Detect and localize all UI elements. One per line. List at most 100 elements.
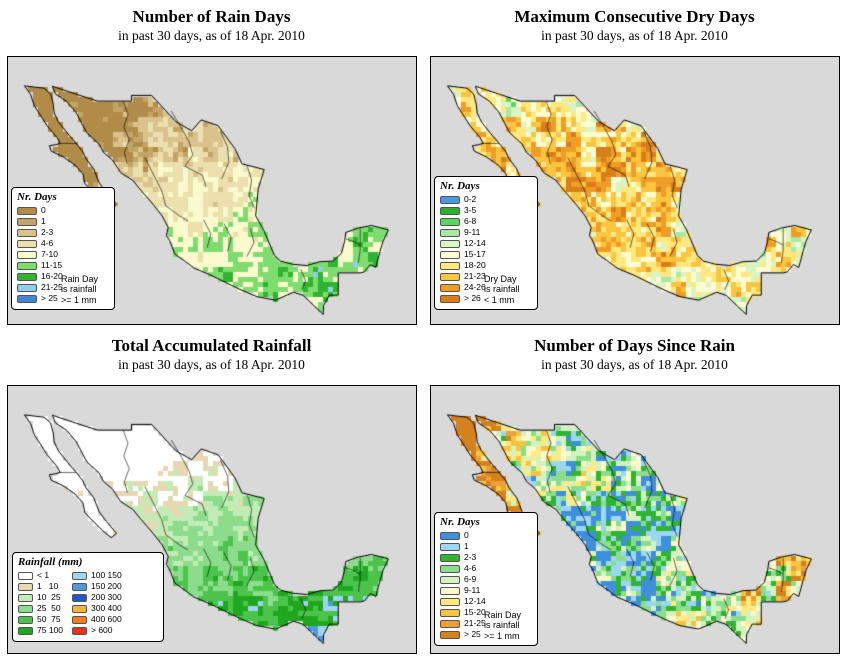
legend-note-line: < 1 mm	[484, 294, 515, 305]
color-swatch	[440, 575, 460, 584]
legend-item: 0	[17, 206, 63, 215]
color-swatch	[18, 571, 33, 580]
legend-label: 200 300	[91, 592, 122, 602]
legend-label: 15-20	[464, 607, 486, 617]
legend-label: 0	[464, 530, 469, 540]
panel-subtitle: in past 30 days, as of 18 Apr. 2010	[118, 357, 305, 372]
legend-label: 4-6	[464, 563, 477, 573]
legend-note-line: >= 1 mm	[61, 294, 97, 305]
legend-dry-days: Nr. Days 0-2 3-5 6-8 9-11 12-14 15-17 18-20 21-…	[434, 176, 538, 310]
legend-label: 21-25	[41, 282, 63, 292]
legend-item: 200 300	[72, 593, 122, 602]
legend-label: 6-8	[464, 216, 477, 226]
legend-label: > 26	[464, 293, 481, 303]
legend-item: > 25	[17, 294, 63, 303]
legend-title: Nr. Days	[440, 180, 480, 192]
legend-label: 300 400	[91, 603, 122, 613]
color-swatch	[17, 294, 37, 303]
color-swatch	[440, 261, 460, 270]
legend-item: > 26	[440, 294, 486, 303]
legend-item: 6-9	[440, 575, 486, 584]
legend-note: Dry Day is rainfall < 1 mm	[484, 274, 534, 306]
legend-item: > 600	[72, 626, 122, 635]
legend-item: 25 50	[18, 604, 63, 613]
legend-label: 12-14	[464, 238, 486, 248]
legend-note-line: is rainfall	[61, 284, 97, 294]
legend-label: 16-20	[41, 271, 63, 281]
color-swatch	[17, 206, 37, 215]
legend-item: 400 600	[72, 615, 122, 624]
legend-item: 1 10	[18, 582, 63, 591]
panel-subtitle: in past 30 days, as of 18 Apr. 2010	[541, 28, 728, 43]
page-title: Maximum Consecutive Dry Days	[514, 7, 755, 26]
legend-item: 9-11	[440, 586, 486, 595]
panel-days-since-rain: Number of Days Since Rain in past 30 day…	[423, 329, 846, 658]
legend-note: Rain Day is rainfall >= 1 mm	[484, 610, 534, 642]
legend-item: 2-3	[440, 553, 486, 562]
color-swatch	[440, 597, 460, 606]
color-swatch	[440, 531, 460, 540]
color-swatch	[440, 630, 460, 639]
color-swatch	[17, 217, 37, 226]
color-swatch	[72, 593, 87, 602]
legend-item: 0-2	[440, 195, 486, 204]
color-swatch	[17, 250, 37, 259]
legend-label: 18-20	[464, 260, 486, 270]
legend-item: 50 75	[18, 615, 63, 624]
legend-scale: 0-2 3-5 6-8 9-11 12-14 15-17 18-20 21-23 24-26 > …	[440, 195, 533, 305]
legend-item: 4-6	[17, 239, 63, 248]
legend-label: 12-14	[464, 596, 486, 606]
legend-label: 0-2	[464, 194, 477, 204]
legend-label: 2-3	[41, 227, 54, 237]
legend-title: Rainfall (mm)	[18, 556, 83, 568]
legend-item: 2-3	[17, 228, 63, 237]
legend-label: 75 100	[37, 625, 63, 635]
legend-item: 75 100	[18, 626, 63, 635]
legend-label: 15-17	[464, 249, 486, 259]
page-title: Number of Rain Days	[132, 7, 291, 26]
legend-label: 10 25	[37, 592, 61, 602]
legend-item: 12-14	[440, 239, 486, 248]
legend-item: 16-20	[17, 272, 63, 281]
color-swatch	[440, 608, 460, 617]
legend-scale: 0 1 2-3 4-6 7-10 11-15 16-20 21-25 > 25	[17, 206, 110, 305]
color-swatch	[440, 195, 460, 204]
map-mexico-dry-days: Nr. Days 0-2 3-5 6-8 9-11 12-14 15-17 18-20 21-…	[430, 56, 840, 325]
legend-item: 7-10	[17, 250, 63, 259]
legend-label: 21-25	[464, 618, 486, 628]
legend-label: 9-11	[464, 227, 481, 237]
legend-note: Rain Day is rainfall >= 1 mm	[61, 274, 111, 306]
legend-item: 21-25	[17, 283, 63, 292]
color-swatch	[17, 239, 37, 248]
color-swatch	[440, 283, 460, 292]
legend-note-line: >= 1 mm	[484, 630, 520, 641]
legend-label: < 1	[37, 570, 50, 580]
legend-item: 15-17	[440, 250, 486, 259]
legend-note-line: is rainfall	[484, 620, 520, 630]
color-swatch	[72, 571, 87, 580]
panel-accumulated-rainfall: Total Accumulated Rainfall in past 30 da…	[0, 329, 423, 658]
legend-label: 1 10	[37, 581, 59, 591]
legend-item: 24-26	[440, 283, 486, 292]
color-swatch	[18, 604, 33, 613]
legend-item: 9-11	[440, 228, 486, 237]
legend-item: 21-23	[440, 272, 486, 281]
legend-note-line: Rain Day	[61, 273, 99, 284]
map-mexico-days-since-rain: Nr. Days 0 1 2-3 4-6 6-9 9-11 12-14 15-20 21-25 >…	[430, 385, 840, 654]
legend-label: 400 600	[91, 614, 122, 624]
color-swatch	[440, 619, 460, 628]
legend-label: 3-5	[464, 205, 477, 215]
color-swatch	[18, 593, 33, 602]
legend-item: 12-14	[440, 597, 486, 606]
legend-item: < 1	[18, 571, 63, 580]
legend-label: 7-10	[41, 249, 59, 259]
color-swatch	[72, 582, 87, 591]
panel-consecutive-dry-days: Maximum Consecutive Dry Days in past 30 …	[423, 0, 846, 329]
color-swatch	[440, 217, 460, 226]
legend-note-line: is rainfall	[484, 284, 520, 294]
panel-subtitle: in past 30 days, as of 18 Apr. 2010	[118, 28, 305, 43]
color-swatch	[17, 261, 37, 270]
